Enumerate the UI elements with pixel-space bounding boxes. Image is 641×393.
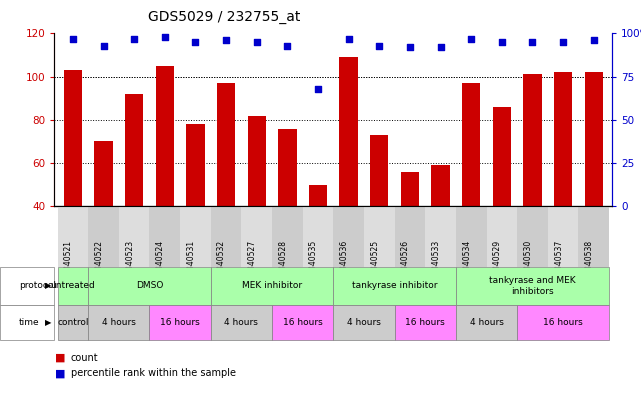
Text: GSM1340536: GSM1340536	[340, 240, 349, 291]
Text: GSM1340530: GSM1340530	[524, 240, 533, 291]
Text: GSM1340535: GSM1340535	[309, 240, 318, 291]
Bar	[523, 74, 542, 293]
Point	[588, 37, 599, 44]
Point	[344, 35, 354, 42]
Bar	[156, 66, 174, 293]
Text: GSM1340525: GSM1340525	[370, 240, 379, 291]
Bar	[462, 83, 480, 293]
Point	[98, 42, 108, 49]
Text: 4 hours: 4 hours	[470, 318, 503, 327]
Text: GSM1340527: GSM1340527	[247, 240, 256, 291]
Text: ■: ■	[54, 368, 65, 378]
Text: GDS5029 / 232755_at: GDS5029 / 232755_at	[148, 10, 301, 24]
Bar	[585, 72, 603, 293]
Bar	[493, 107, 511, 293]
Bar	[125, 94, 144, 293]
Bar	[309, 185, 327, 293]
Text: 16 hours: 16 hours	[405, 318, 445, 327]
Text: 16 hours: 16 hours	[544, 318, 583, 327]
Text: untreated: untreated	[51, 281, 96, 290]
Bar	[217, 83, 235, 293]
Point	[405, 44, 415, 50]
Point	[497, 39, 507, 45]
Point	[129, 35, 139, 42]
Bar	[554, 72, 572, 293]
Point	[558, 39, 569, 45]
Text: count: count	[71, 353, 98, 363]
Bar	[431, 165, 450, 293]
Text: GSM1340522: GSM1340522	[94, 240, 103, 291]
Bar	[370, 135, 388, 293]
Text: GSM1340523: GSM1340523	[125, 240, 134, 291]
Point	[282, 42, 292, 49]
Text: 16 hours: 16 hours	[283, 318, 322, 327]
Point	[221, 37, 231, 44]
Point	[251, 39, 262, 45]
Text: percentile rank within the sample: percentile rank within the sample	[71, 368, 235, 378]
Text: 4 hours: 4 hours	[347, 318, 381, 327]
Bar	[94, 141, 113, 293]
Text: control: control	[57, 318, 88, 327]
Point	[68, 35, 78, 42]
Bar	[340, 57, 358, 293]
Text: GSM1340521: GSM1340521	[64, 240, 73, 291]
Text: GSM1340526: GSM1340526	[401, 240, 410, 291]
Text: GSM1340537: GSM1340537	[554, 240, 563, 291]
Text: 4 hours: 4 hours	[102, 318, 136, 327]
Text: tankyrase and MEK
inhibitors: tankyrase and MEK inhibitors	[489, 276, 576, 296]
Text: GSM1340538: GSM1340538	[585, 240, 594, 291]
Bar	[63, 70, 82, 293]
Text: GSM1340533: GSM1340533	[431, 240, 440, 291]
Text: GSM1340531: GSM1340531	[187, 240, 196, 291]
Point	[190, 39, 201, 45]
Text: GSM1340524: GSM1340524	[156, 240, 165, 291]
Text: GSM1340528: GSM1340528	[278, 240, 287, 291]
Bar	[401, 172, 419, 293]
Text: 4 hours: 4 hours	[224, 318, 258, 327]
Text: ▶: ▶	[45, 281, 51, 290]
Text: protocol: protocol	[19, 281, 56, 290]
Point	[435, 44, 445, 50]
Text: GSM1340529: GSM1340529	[493, 240, 502, 291]
Point	[160, 34, 170, 40]
Text: time: time	[19, 318, 40, 327]
Text: GSM1340532: GSM1340532	[217, 240, 226, 291]
Bar	[278, 129, 297, 293]
Text: ■: ■	[54, 353, 65, 363]
Text: DMSO: DMSO	[136, 281, 163, 290]
Text: GSM1340534: GSM1340534	[462, 240, 471, 291]
Text: ▶: ▶	[45, 318, 51, 327]
Point	[466, 35, 476, 42]
Point	[528, 39, 538, 45]
Point	[313, 86, 323, 92]
Point	[374, 42, 385, 49]
Bar	[247, 116, 266, 293]
Text: tankyrase inhibitor: tankyrase inhibitor	[352, 281, 437, 290]
Bar	[187, 124, 204, 293]
Text: 16 hours: 16 hours	[160, 318, 200, 327]
Text: MEK inhibitor: MEK inhibitor	[242, 281, 302, 290]
